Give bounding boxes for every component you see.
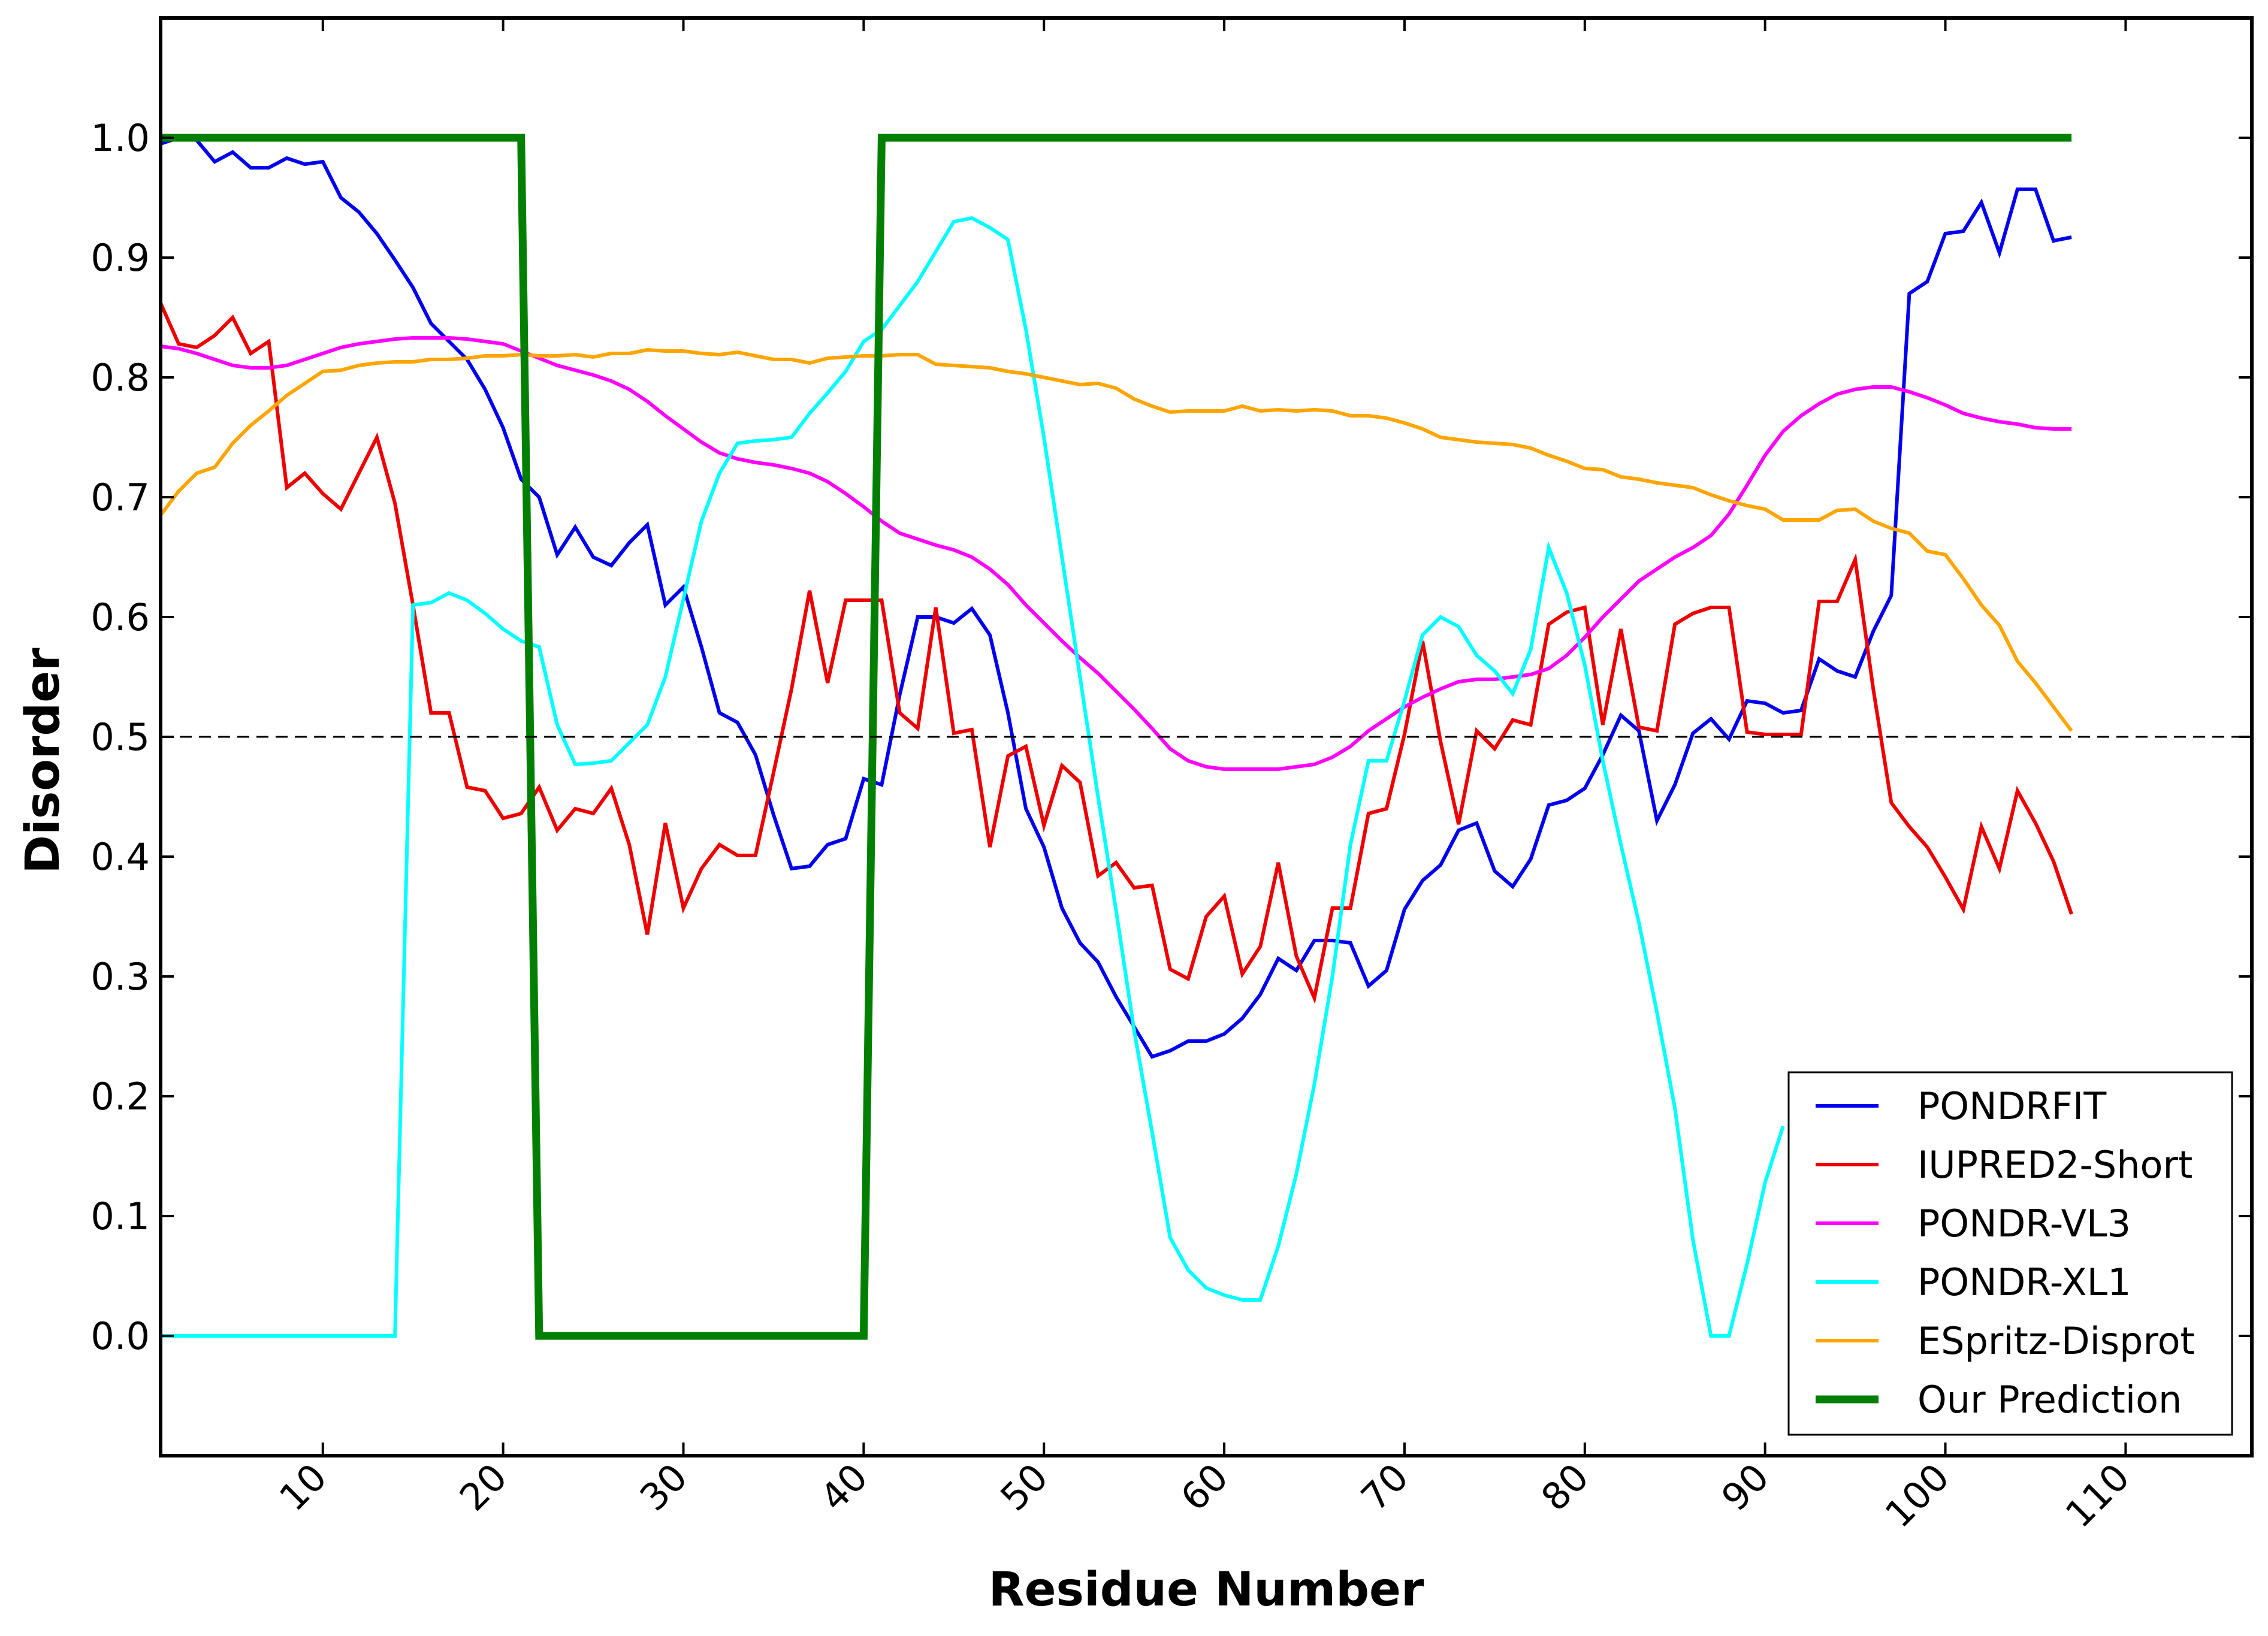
x-axis-title: Residue Number	[989, 1563, 1424, 1617]
y-tick-label: 0.6	[90, 595, 150, 639]
y-tick-label: 0.9	[90, 236, 150, 280]
y-tick-label: 0.7	[90, 476, 150, 519]
legend-label-pondr-xl1: PONDR-XL1	[1917, 1260, 2131, 1304]
legend-label-our-prediction: Our Prediction	[1917, 1378, 2182, 1422]
y-tick-label: 0.0	[90, 1314, 150, 1358]
y-tick-label: 0.3	[90, 955, 150, 999]
y-tick-label: 1.0	[90, 116, 150, 160]
legend-label-iupred2-short: IUPRED2-Short	[1917, 1143, 2192, 1187]
legend-label-espritz-disprot: ESpritz-Disprot	[1917, 1319, 2195, 1363]
y-tick-label: 0.2	[90, 1075, 150, 1118]
series-line-iupred2-short	[159, 302, 2073, 1005]
series-line-espritz-disprot	[159, 347, 2073, 732]
y-tick-label: 0.4	[90, 835, 150, 879]
y-tick-label: 0.5	[90, 715, 150, 759]
series-line-pondr-vl3	[160, 336, 2072, 771]
legend-label-pondrfit: PONDRFIT	[1917, 1084, 2107, 1128]
series-layer	[159, 134, 2073, 1340]
y-axis-title: Disorder	[16, 648, 70, 874]
tick-layer	[161, 18, 2252, 1456]
series-line-our-prediction	[161, 134, 2072, 1340]
y-tick-label: 0.8	[90, 356, 150, 400]
series-line-pondr-xl1	[161, 216, 1785, 1338]
y-tick-label: 0.1	[90, 1195, 150, 1238]
legend-box	[1787, 1071, 2233, 1436]
series-line-pondrfit	[160, 135, 2072, 1059]
legend-label-pondr-vl3: PONDR-VL3	[1917, 1202, 2131, 1245]
legend: PONDRFIT IUPRED2-Short PONDR-VL3 PONDR-XL1 E…	[1787, 1071, 2233, 1436]
